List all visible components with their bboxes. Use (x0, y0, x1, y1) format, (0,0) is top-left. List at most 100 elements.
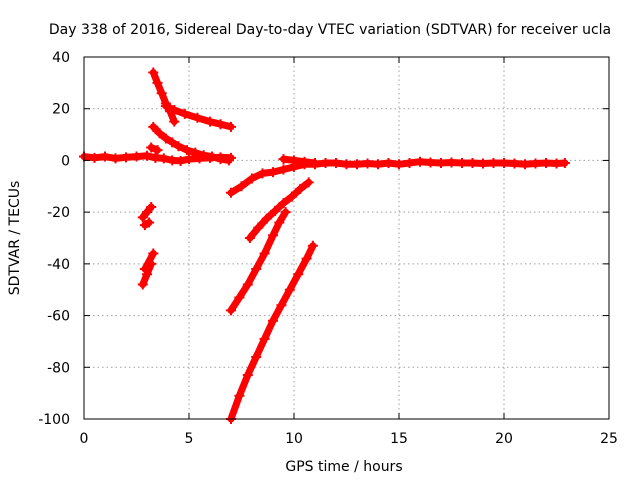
data-point-marker (190, 147, 201, 158)
data-point-marker (530, 158, 541, 169)
data-point-marker (251, 264, 262, 275)
data-point-marker (559, 158, 570, 169)
data-point-marker (251, 351, 262, 362)
data-series-trace (137, 201, 157, 223)
data-point-marker (457, 158, 467, 169)
data-point-marker (215, 119, 226, 130)
data-series (79, 67, 570, 424)
data-point-marker (488, 158, 499, 169)
x-tick-label: 20 (495, 431, 513, 447)
data-point-marker (169, 116, 180, 127)
data-point-marker (257, 168, 268, 179)
data-point-marker (268, 315, 278, 326)
y-tick-label: -60 (47, 309, 70, 325)
data-point-marker (373, 159, 383, 170)
data-point-marker (150, 152, 161, 163)
data-point-marker (173, 141, 184, 152)
data-point-marker (286, 191, 297, 202)
data-point-marker (278, 164, 289, 175)
data-point-marker (160, 101, 171, 112)
x-tick-label: 5 (185, 431, 194, 447)
plot-frame (83, 56, 610, 420)
data-point-marker (259, 248, 270, 259)
series-trace-line (227, 242, 317, 423)
y-tick-label: -40 (47, 257, 70, 273)
data-point-marker (158, 153, 169, 164)
series-trace-line (246, 178, 313, 242)
data-point-marker (299, 156, 310, 167)
data-point-marker (223, 155, 234, 166)
data-point-marker (100, 151, 110, 162)
data-point-marker (331, 158, 341, 169)
data-point-marker (307, 240, 318, 251)
data-point-marker (234, 292, 245, 303)
data-point-marker (175, 155, 186, 166)
data-point-marker (244, 233, 255, 243)
data-point-marker (383, 158, 394, 169)
data-point-marker (234, 390, 245, 401)
data-series-trace (226, 207, 291, 316)
data-point-marker (242, 279, 253, 290)
data-point-marker (499, 158, 509, 169)
data-point-marker (247, 173, 257, 184)
series-trace-line (149, 69, 178, 126)
data-point-marker (268, 230, 278, 241)
x-axis-label: GPS time / hours (285, 459, 402, 475)
data-point-marker (181, 145, 192, 156)
data-point-marker (301, 253, 312, 264)
x-tick-label: 10 (285, 431, 303, 447)
data-point-marker (276, 300, 287, 311)
data-point-marker (284, 284, 295, 295)
data-series-trace (160, 101, 236, 132)
data-point-marker (142, 207, 152, 218)
data-series-trace (148, 67, 180, 127)
x-tick-label: 15 (390, 431, 408, 447)
data-point-marker (293, 269, 304, 280)
data-point-marker (146, 142, 157, 153)
chart-title: Day 338 of 2016, Sidereal Day-to-day VTE… (49, 22, 611, 38)
data-point-marker (236, 181, 247, 192)
y-tick-label: 0 (61, 153, 70, 169)
y-tick-labels: -100 -80 -60 -40 -20 0 20 40 (38, 50, 70, 428)
series-trace-line (227, 208, 290, 314)
data-point-marker (148, 67, 159, 78)
data-point-marker (242, 370, 253, 381)
data-point-marker (541, 158, 551, 169)
data-point-marker (280, 207, 291, 218)
tick-marks (83, 56, 610, 420)
data-point-marker (137, 212, 148, 223)
data-point-marker (148, 121, 159, 132)
grid-lines (84, 57, 609, 419)
data-point-marker (446, 157, 457, 168)
data-point-marker (303, 177, 314, 188)
data-point-marker (268, 167, 278, 178)
data-point-marker (253, 222, 264, 233)
data-point-marker (139, 264, 150, 275)
data-series-trace (139, 248, 159, 275)
data-point-marker (352, 159, 362, 170)
data-series-trace (139, 217, 155, 231)
data-point-marker (551, 158, 562, 169)
data-point-marker (89, 152, 100, 163)
data-point-marker (274, 217, 285, 228)
data-series-trace (226, 240, 318, 424)
data-point-marker (142, 150, 152, 161)
data-point-marker (261, 213, 272, 224)
data-point-marker (259, 333, 270, 344)
data-point-marker (144, 217, 155, 228)
data-point-marker (146, 201, 157, 212)
y-axis-label: SDTVAR / TECUs (7, 181, 23, 296)
data-point-marker (131, 151, 142, 162)
data-series-trace (148, 121, 234, 166)
series-trace-line (141, 250, 157, 273)
data-point-marker (148, 248, 159, 259)
data-point-marker (278, 154, 289, 165)
data-point-marker (520, 159, 530, 170)
data-point-marker (207, 151, 218, 162)
y-tick-label: -20 (47, 205, 70, 221)
y-tick-label: 20 (52, 102, 70, 118)
data-series-trace (244, 177, 314, 243)
data-point-marker (160, 133, 171, 144)
data-point-marker (404, 158, 415, 169)
